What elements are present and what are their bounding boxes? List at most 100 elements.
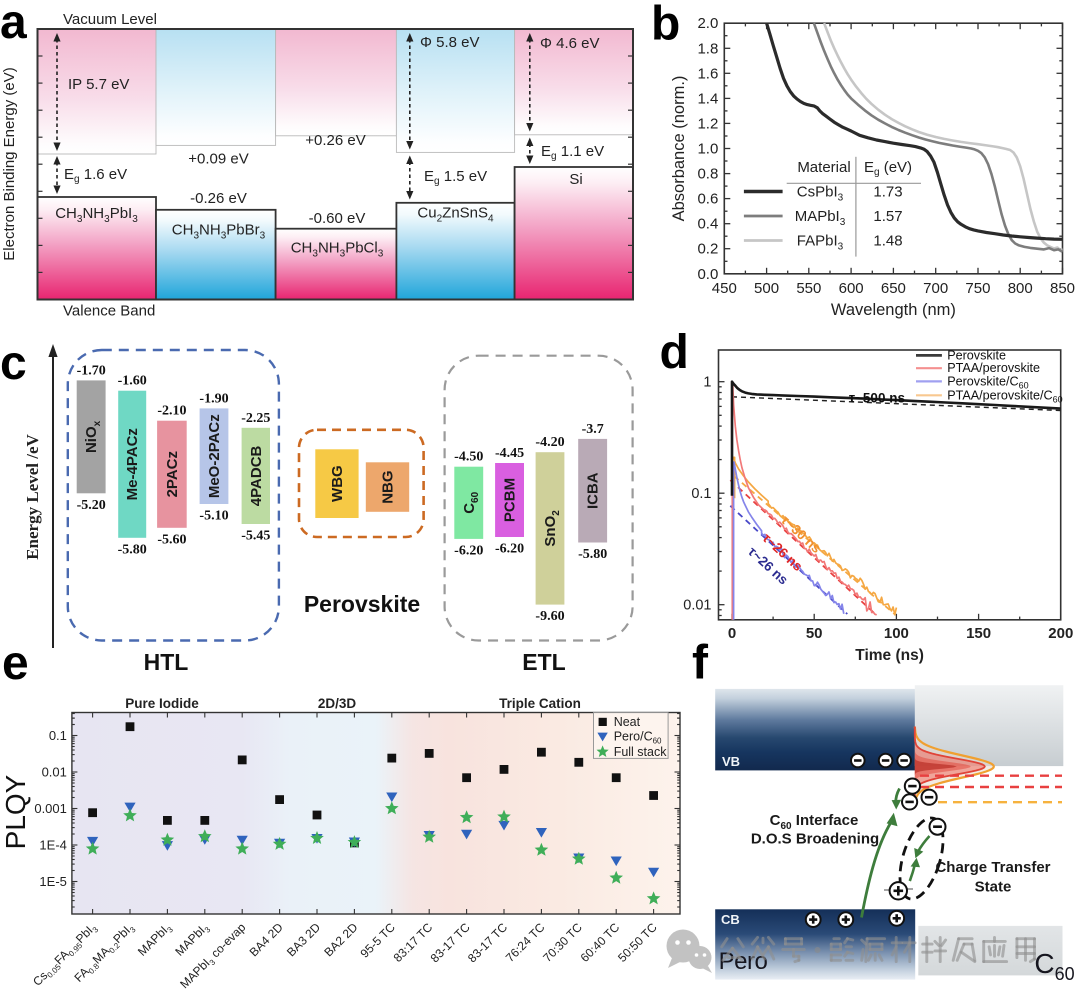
svg-text:Φ 5.8 eV: Φ 5.8 eV: [420, 34, 480, 51]
svg-text:D.O.S Broadening: D.O.S Broadening: [751, 831, 879, 848]
svg-text:1E-4: 1E-4: [39, 838, 66, 853]
svg-text:Pero/C60​: Pero/C60​: [614, 730, 662, 746]
svg-text:-5.10: -5.10: [199, 509, 228, 524]
svg-text:PCBM: PCBM: [502, 478, 519, 522]
svg-text:-1.60: -1.60: [118, 374, 147, 389]
svg-text:-5.60: -5.60: [157, 532, 186, 547]
svg-text:e: e: [2, 637, 29, 690]
svg-text:Energy Level /eV: Energy Level /eV: [23, 433, 42, 559]
svg-text:+0.26 eV: +0.26 eV: [305, 132, 365, 149]
svg-text:Absorbance (norm.): Absorbance (norm.): [670, 76, 688, 222]
svg-text:a: a: [0, 0, 27, 49]
svg-text:650: 650: [881, 280, 906, 297]
svg-text:1: 1: [703, 375, 711, 391]
svg-text:f: f: [692, 637, 709, 690]
svg-text:0.1: 0.1: [691, 486, 711, 502]
svg-text:PTAA/perovskite/C60​: PTAA/perovskite/C60​: [947, 388, 1062, 404]
svg-text:PLQY: PLQY: [0, 774, 31, 849]
svg-text:-6.20: -6.20: [495, 542, 524, 557]
svg-text:1.8: 1.8: [697, 40, 718, 57]
svg-text:0.001: 0.001: [34, 801, 67, 816]
svg-text:-0.60 eV: -0.60 eV: [309, 210, 366, 227]
svg-text:-5.20: -5.20: [77, 498, 106, 513]
svg-text:Valence Band: Valence Band: [63, 303, 155, 320]
svg-text:Perovskite/C60​: Perovskite/C60​: [947, 374, 1028, 390]
svg-text:50: 50: [806, 625, 823, 642]
svg-text:Wavelength (nm): Wavelength (nm): [831, 301, 956, 319]
svg-text:c: c: [0, 337, 27, 390]
svg-text:Triple Cation: Triple Cation: [499, 696, 581, 711]
svg-text:-1.90: -1.90: [199, 391, 228, 406]
svg-text:-6.20: -6.20: [454, 543, 483, 558]
svg-text:0.8: 0.8: [697, 166, 718, 183]
svg-text:1.48: 1.48: [873, 233, 902, 250]
svg-text:1.73: 1.73: [873, 184, 902, 201]
svg-text:150: 150: [966, 625, 991, 642]
svg-text:NBG: NBG: [380, 470, 397, 503]
svg-text:1.2: 1.2: [697, 115, 718, 132]
svg-text:-4.50: -4.50: [454, 450, 483, 465]
svg-text:Electron Binding Energy (eV): Electron Binding Energy (eV): [1, 67, 18, 260]
svg-text:Charge Transfer: Charge Transfer: [935, 859, 1050, 876]
svg-text:850: 850: [1050, 280, 1075, 297]
svg-text:450: 450: [712, 280, 737, 297]
svg-text:Pure Iodide: Pure Iodide: [125, 696, 199, 711]
svg-text:CH3​NH3​PbI3​: CH3​NH3​PbI3​: [55, 205, 138, 225]
svg-text:200: 200: [1048, 625, 1073, 642]
svg-text:FAPbI3​: FAPbI3​: [797, 233, 844, 253]
svg-text:0.4: 0.4: [697, 216, 718, 233]
svg-text:1.0: 1.0: [697, 141, 718, 158]
svg-text:800: 800: [1008, 280, 1033, 297]
svg-text:100: 100: [884, 625, 909, 642]
svg-text:C60​ Interface: C60​ Interface: [770, 812, 859, 832]
svg-text:0.01: 0.01: [683, 598, 711, 614]
svg-text:-2.10: -2.10: [157, 404, 186, 419]
svg-text:Cu2​ZnSnS4​: Cu2​ZnSnS4​: [417, 205, 494, 225]
svg-text:CsPbI3​: CsPbI3​: [797, 184, 844, 204]
svg-text:600: 600: [839, 280, 864, 297]
svg-text:750: 750: [965, 280, 990, 297]
svg-text:2PACz: 2PACz: [164, 451, 181, 497]
svg-text:0.1: 0.1: [49, 728, 67, 743]
svg-text:0: 0: [728, 625, 736, 642]
svg-text:-5.45: -5.45: [241, 529, 270, 544]
svg-text:MAPbI3​: MAPbI3​: [795, 208, 846, 228]
svg-text:0.0: 0.0: [697, 266, 718, 283]
svg-text:NiOx​: NiOx​: [83, 420, 103, 453]
svg-text:Perovskite: Perovskite: [304, 591, 420, 617]
svg-text:-9.60: -9.60: [535, 609, 564, 624]
svg-text:-4.45: -4.45: [495, 446, 524, 461]
svg-text:0.6: 0.6: [697, 191, 718, 208]
svg-text:Φ 4.6 eV: Φ 4.6 eV: [540, 35, 600, 52]
svg-text:0.01: 0.01: [42, 765, 67, 780]
svg-text:VB: VB: [722, 754, 740, 769]
svg-text:4PADCB: 4PADCB: [248, 445, 265, 506]
svg-text:IP 5.7 eV: IP 5.7 eV: [68, 76, 129, 93]
svg-text:Full stack: Full stack: [614, 745, 668, 759]
svg-text:-2.25: -2.25: [241, 411, 270, 426]
svg-text:WBG: WBG: [329, 465, 346, 502]
svg-text:τ~500 ns: τ~500 ns: [849, 391, 905, 406]
svg-text:+0.09 eV: +0.09 eV: [188, 151, 248, 168]
svg-text:-5.80: -5.80: [118, 542, 147, 557]
svg-text:CB: CB: [721, 912, 740, 927]
svg-text:700: 700: [923, 280, 948, 297]
svg-text:Neat: Neat: [614, 715, 641, 729]
svg-text:550: 550: [796, 280, 821, 297]
svg-text:Me-4PACz: Me-4PACz: [124, 428, 141, 500]
svg-text:-5.80: -5.80: [578, 547, 607, 562]
svg-text:1.6: 1.6: [697, 65, 718, 82]
svg-text:Eg​ 1.1 eV: Eg​ 1.1 eV: [541, 143, 604, 162]
svg-text:MeO-2PACz: MeO-2PACz: [206, 414, 223, 498]
svg-text:-1.70: -1.70: [77, 363, 106, 378]
svg-text:2D/3D: 2D/3D: [318, 696, 357, 711]
svg-text:b: b: [651, 0, 680, 51]
svg-text:ICBA: ICBA: [585, 472, 602, 509]
svg-text:500: 500: [754, 280, 779, 297]
svg-text:ETL: ETL: [522, 649, 565, 675]
svg-text:Vacuum Level: Vacuum Level: [63, 11, 157, 28]
svg-text:1E-5: 1E-5: [39, 874, 66, 889]
svg-text:-0.26 eV: -0.26 eV: [190, 190, 247, 207]
svg-text:-3.7: -3.7: [582, 422, 604, 437]
svg-text:0.2: 0.2: [697, 241, 718, 258]
